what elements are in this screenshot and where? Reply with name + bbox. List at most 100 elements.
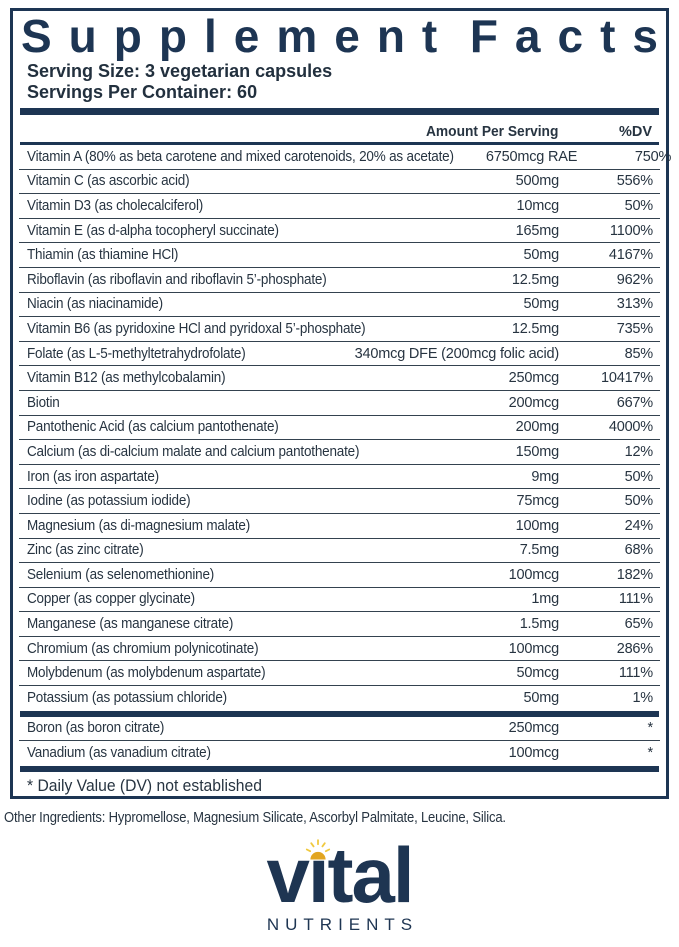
nutrient-name: Zinc (as zinc citrate) [27, 542, 144, 559]
title-word-facts: Facts [469, 13, 660, 61]
nutrient-name: Boron (as boron citrate) [27, 720, 165, 737]
nutrient-amount: 50mg [523, 296, 560, 313]
percent-dv-header: %DV [618, 124, 652, 140]
nutrient-amount: 12.5mg [511, 271, 559, 288]
nutrient-name: Manganese (as manganese citrate) [27, 616, 234, 633]
table-row: Vitamin A (80% as beta carotene and mixe… [19, 145, 671, 170]
nutrient-amount: 7.5mg [519, 542, 560, 559]
nutrient-dv: 111% [618, 591, 653, 608]
nutrient-name: Calcium (as di-calcium malate and calciu… [27, 443, 360, 460]
nutrient-amount: 100mcg [508, 640, 560, 657]
nutrient-dv: 750% [634, 148, 672, 165]
nutrient-dv: 65% [624, 616, 654, 633]
nutrient-dv: 50% [624, 197, 654, 214]
nutrient-amount: 6750mcg RAE [485, 148, 578, 165]
nutrient-dv: 10417% [600, 370, 653, 387]
nutrient-dv: 1% [632, 690, 653, 707]
nutrient-name: Vitamin C (as ascorbic acid) [27, 173, 190, 190]
nutrient-name: Iron (as iron aspartate) [27, 468, 159, 485]
nutrient-amount: 1mg [531, 591, 559, 608]
nutrient-dv: 12% [624, 443, 654, 460]
table-row: Potassium (as potassium chloride) 50mg 1… [19, 686, 660, 711]
nutrient-name: Chromium (as chromium polynicotinate) [27, 640, 259, 657]
table-row: Copper (as copper glycinate) 1mg 111% [19, 588, 660, 613]
nutrient-dv: * [647, 745, 654, 762]
table-row: Boron (as boron citrate) 250mcg * [19, 717, 660, 742]
nutrient-dv: 24% [624, 517, 654, 534]
nutrient-amount: 50mg [523, 247, 560, 264]
nutrient-amount: 500mg [515, 173, 560, 190]
nutrient-amount: 340mcg DFE (200mcg folic acid) [354, 345, 560, 362]
nutrient-dv: 111% [618, 665, 653, 682]
table-row: Pantothenic Acid (as calcium pantothenat… [19, 416, 660, 441]
table-row: Iron (as iron aspartate) 9mg 50% [19, 465, 660, 490]
dv-footnote: * Daily Value (DV) not established [27, 777, 262, 796]
table-row: Chromium (as chromium polynicotinate) 10… [19, 637, 660, 662]
sun-icon [305, 839, 330, 860]
nutrient-name: Potassium (as potassium chloride) [27, 690, 227, 707]
nutrient-dv: 962% [616, 271, 653, 288]
nutrient-name: Vitamin D3 (as cholecalciferol) [27, 197, 204, 214]
table-row: Folate (as L-5-methyltetrahydrofolate) 3… [19, 342, 660, 367]
amount-per-serving-header: Amount Per Serving [425, 124, 558, 140]
table-row: Niacin (as niacinamide) 50mg 313% [19, 293, 660, 318]
nutrient-name: Selenium (as selenomethionine) [27, 566, 215, 583]
thick-divider-middle [20, 710, 659, 717]
nutrient-name: Iodine (as potassium iodide) [27, 493, 191, 510]
table-row: Vitamin C (as ascorbic acid) 500mg 556% [19, 170, 660, 195]
brand-logo: vı tal NUTRIENTS [0, 836, 679, 933]
nutrient-name: Vitamin B6 (as pyridoxine HCl and pyrido… [27, 320, 366, 337]
other-ingredients: Other Ingredients: Hypromellose, Magnesi… [4, 810, 506, 826]
nutrient-amount: 10mcg [516, 197, 559, 214]
table-header: Amount Per Serving %DV [20, 115, 659, 145]
nutrient-dv: 85% [624, 345, 654, 362]
nutrient-amount: 100mcg [508, 566, 560, 583]
nutrient-dv: 1100% [609, 222, 653, 239]
nutrient-dv: 313% [616, 296, 653, 313]
nutrient-name: Vitamin A (80% as beta carotene and mixe… [27, 148, 454, 165]
nutrient-amount: 1.5mg [519, 616, 560, 633]
brand-wordmark: vı tal [266, 831, 414, 919]
servings-per-container: Servings Per Container: 60 [27, 82, 258, 102]
table-row: Vanadium (as vanadium citrate) 100mcg * [19, 741, 660, 766]
nutrient-dv: 667% [616, 394, 653, 411]
table-row: Calcium (as di-calcium malate and calciu… [19, 440, 660, 465]
nutrient-amount: 200mcg [508, 394, 560, 411]
nutrient-dv: 4000% [608, 419, 653, 436]
nutrient-amount: 100mg [515, 517, 560, 534]
nutrient-dv: 182% [616, 566, 653, 583]
thick-divider-bottom [20, 765, 659, 772]
thick-divider-top [20, 108, 659, 115]
panel-title: Supplement Facts [19, 13, 660, 61]
nutrient-dv: 68% [624, 542, 654, 559]
table-row: Vitamin B12 (as methylcobalamin) 250mcg … [19, 366, 660, 391]
table-row: Vitamin B6 (as pyridoxine HCl and pyrido… [19, 317, 660, 342]
nutrient-amount: 9mg [531, 468, 559, 485]
nutrient-amount: 150mg [515, 443, 560, 460]
nutrient-amount: 165mg [515, 222, 560, 239]
brand-subtitle: NUTRIENTS [266, 915, 419, 934]
nutrient-name: Vanadium (as vanadium citrate) [27, 745, 211, 762]
nutrient-name: Niacin (as niacinamide) [27, 296, 163, 313]
nutrient-dv: * [647, 720, 654, 737]
nutrient-amount: 50mcg [516, 665, 559, 682]
table-row: Manganese (as manganese citrate) 1.5mg 6… [19, 612, 660, 637]
nutrient-name: Biotin [27, 394, 60, 411]
nutrient-amount: 75mcg [516, 493, 559, 510]
table-row: Thiamin (as thiamine HCl) 50mg 4167% [19, 243, 660, 268]
nutrient-amount: 200mg [515, 419, 560, 436]
serving-size: Serving Size: 3 vegetarian capsules [27, 61, 333, 81]
nutrient-name: Molybdenum (as molybdenum aspartate) [27, 665, 266, 682]
table-row: Iodine (as potassium iodide) 75mcg 50% [19, 489, 660, 514]
nutrient-dv: 50% [624, 468, 654, 485]
nutrient-dv: 286% [616, 640, 653, 657]
table-row: Vitamin D3 (as cholecalciferol) 10mcg 50… [19, 194, 660, 219]
nutrient-name: Pantothenic Acid (as calcium pantothenat… [27, 419, 279, 436]
nutrient-amount: 100mcg [508, 745, 560, 762]
nutrient-amount: 50mg [523, 690, 560, 707]
nutrient-name: Vitamin E (as d-alpha tocopheryl succina… [27, 222, 279, 239]
table-row: Selenium (as selenomethionine) 100mcg 18… [19, 563, 660, 588]
supplement-facts-panel: Supplement Facts Serving Size: 3 vegetar… [10, 8, 671, 799]
table-row: Molybdenum (as molybdenum aspartate) 50m… [19, 661, 660, 687]
nutrient-table: Vitamin A (80% as beta carotene and mixe… [19, 145, 671, 711]
